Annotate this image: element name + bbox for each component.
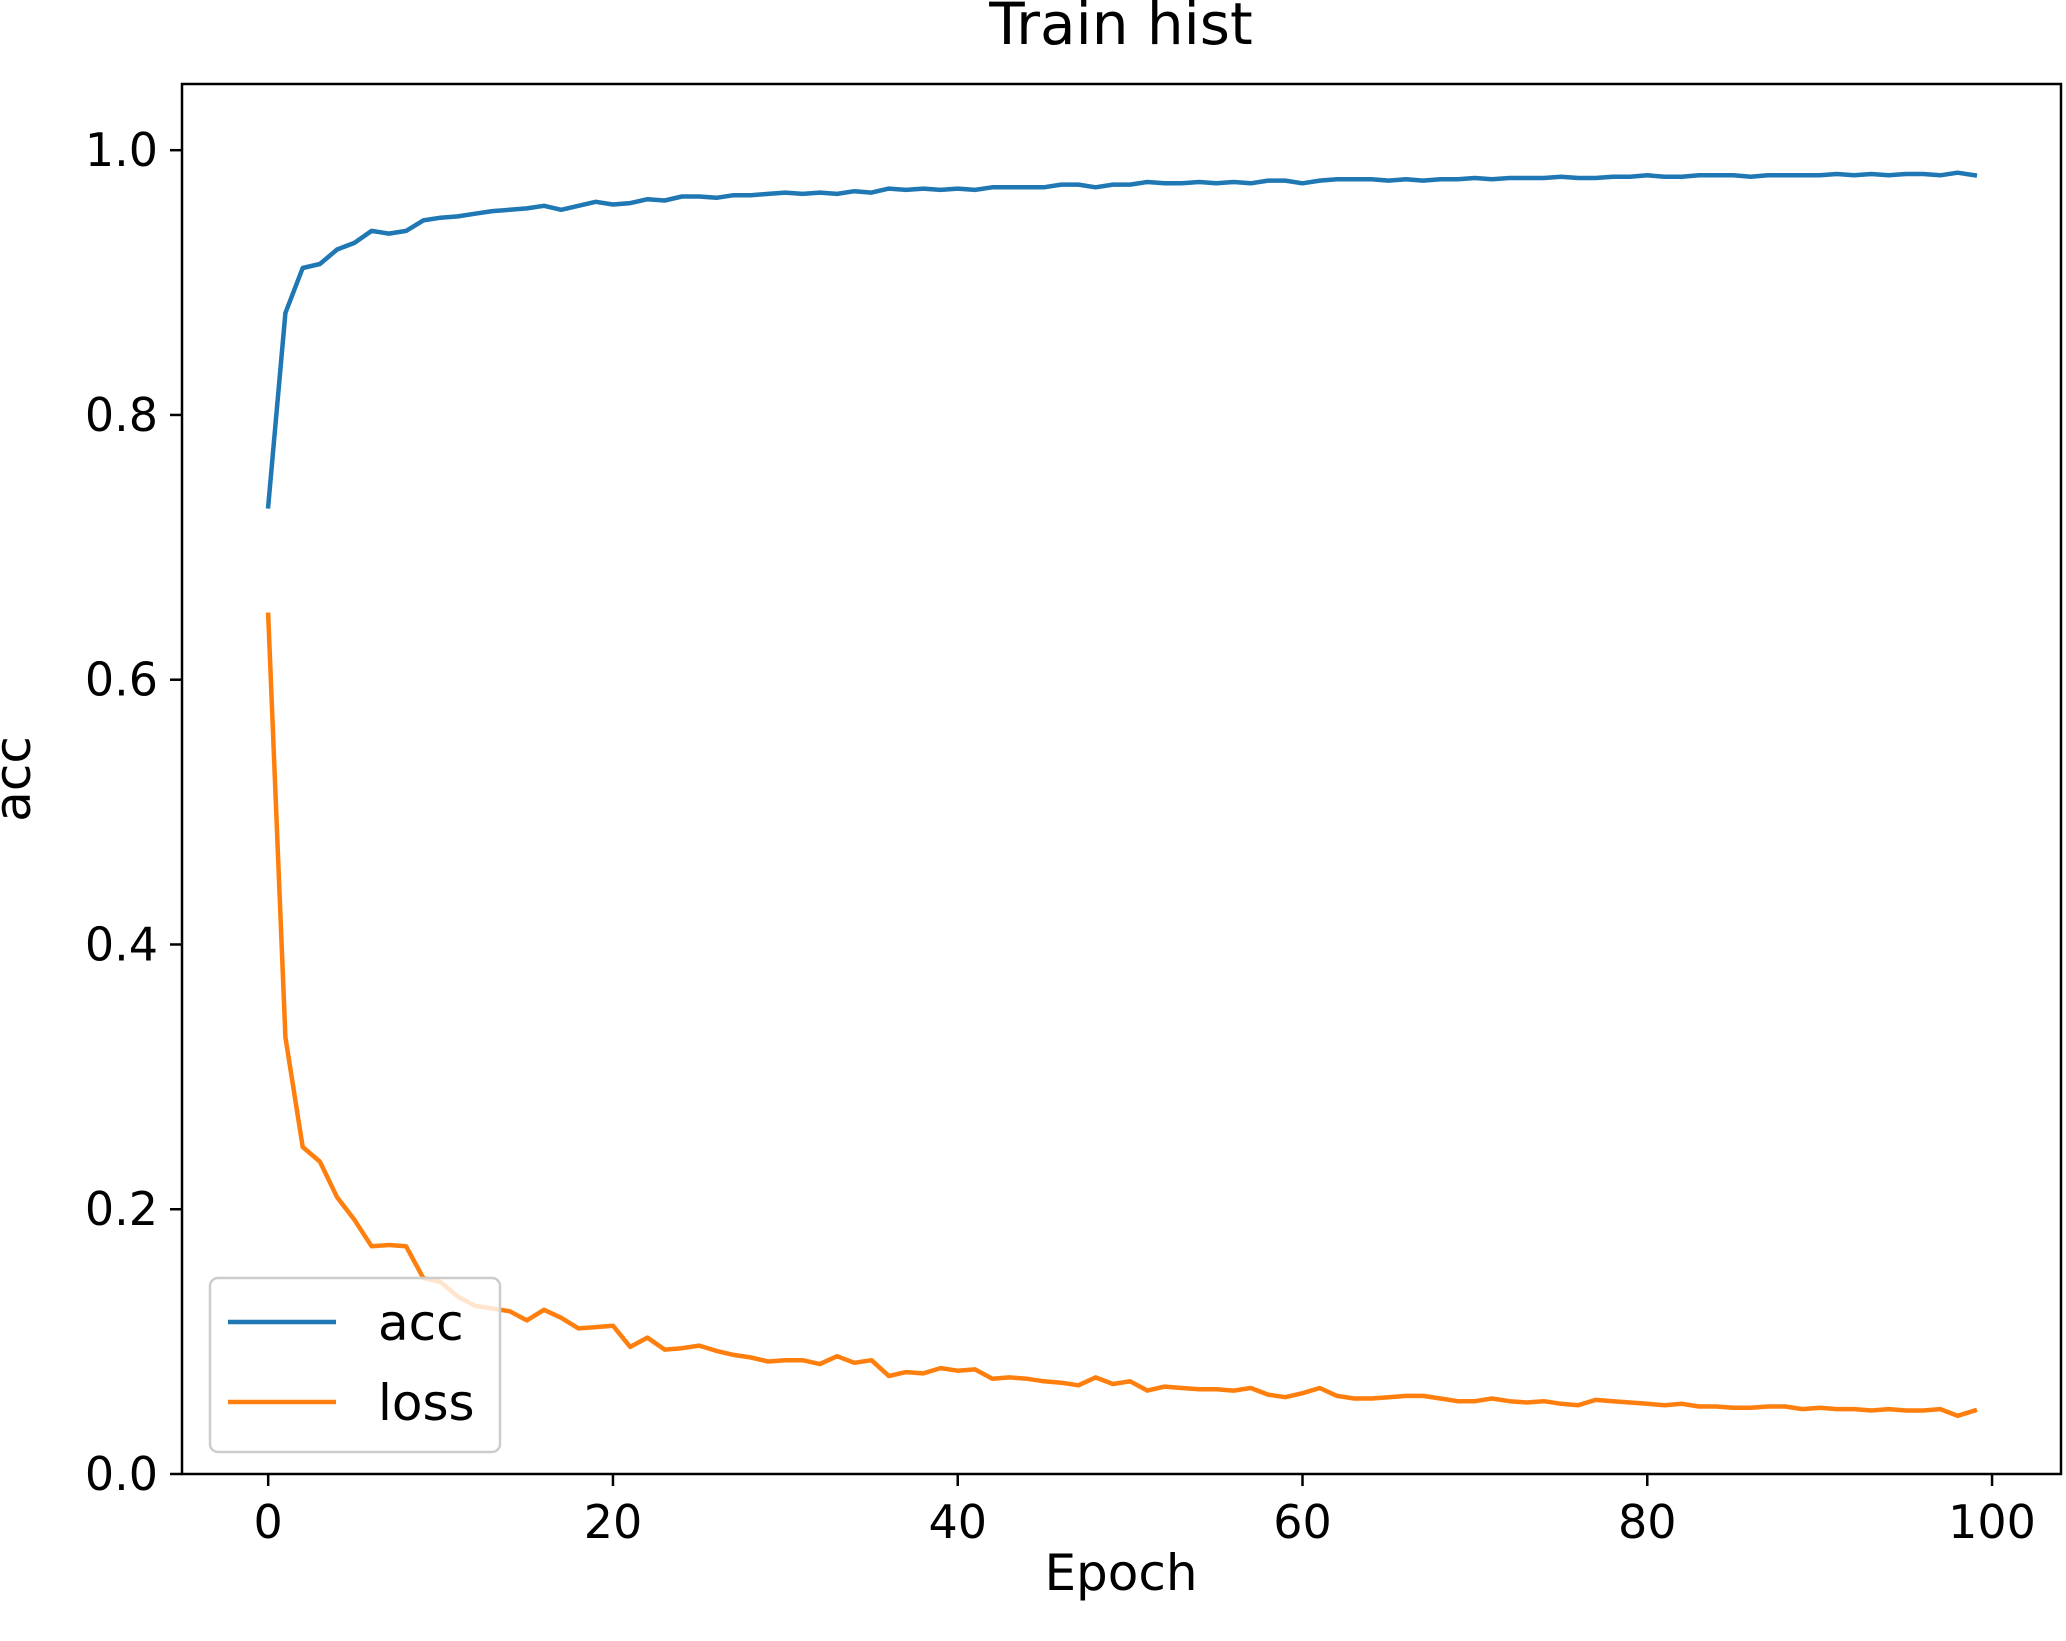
legend-label-acc: acc bbox=[378, 1294, 464, 1352]
y-tick-label: 1.0 bbox=[85, 123, 158, 177]
x-tick-label: 100 bbox=[1948, 1495, 2036, 1549]
chart-title: Train hist bbox=[988, 0, 1252, 58]
series-line-loss bbox=[265, 612, 1978, 1419]
series-layer bbox=[265, 170, 1978, 1419]
y-axis-label: acc bbox=[0, 736, 42, 822]
plot-frame bbox=[180, 82, 2063, 1476]
y-tick-label: 0.2 bbox=[85, 1182, 158, 1236]
x-tick-label: 20 bbox=[584, 1495, 643, 1549]
legend: acc loss bbox=[208, 1276, 502, 1454]
y-tick-label: 0.0 bbox=[85, 1447, 158, 1501]
legend-label-loss: loss bbox=[378, 1374, 475, 1432]
x-tick-label: 0 bbox=[254, 1495, 283, 1549]
y-tick-label: 0.4 bbox=[85, 917, 158, 971]
x-axis-label: Epoch bbox=[1044, 1544, 1197, 1602]
x-tick-label: 40 bbox=[928, 1495, 987, 1549]
x-tick-label: 60 bbox=[1273, 1495, 1332, 1549]
y-tick-label: 0.8 bbox=[85, 388, 158, 442]
x-tick-label: 80 bbox=[1618, 1495, 1677, 1549]
x-axis: 0 20 40 60 80 100 bbox=[254, 1474, 2036, 1549]
y-axis: 0.0 0.2 0.4 0.6 0.8 1.0 bbox=[85, 123, 182, 1501]
series-line-acc bbox=[265, 170, 1978, 509]
y-tick-label: 0.6 bbox=[85, 653, 158, 707]
plot-area bbox=[180, 82, 2063, 1476]
